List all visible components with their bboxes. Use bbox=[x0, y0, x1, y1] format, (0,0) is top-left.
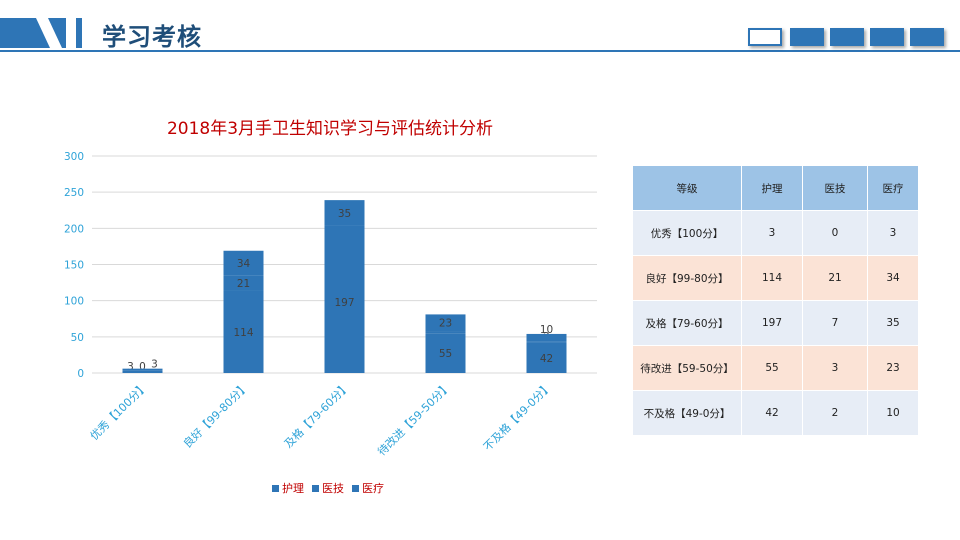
table-header-cell: 医疗 bbox=[867, 165, 919, 211]
bar-segment bbox=[324, 225, 365, 231]
table-cell: 35 bbox=[867, 300, 919, 346]
table-cell: 10 bbox=[867, 390, 919, 436]
table-cell: 197 bbox=[741, 300, 803, 346]
data-label: 35 bbox=[338, 208, 351, 220]
nav-box-4[interactable] bbox=[870, 28, 904, 46]
data-label: 23 bbox=[439, 318, 452, 330]
data-label: 3 bbox=[151, 359, 158, 371]
table-cell: 不及格【49-0分】 bbox=[632, 390, 742, 436]
y-tick-label: 50 bbox=[71, 332, 84, 344]
data-label: 3 bbox=[127, 361, 134, 373]
table-cell: 55 bbox=[741, 345, 803, 391]
bar-segment bbox=[223, 290, 264, 373]
bar-segment bbox=[425, 314, 466, 332]
x-tick-label: 良好【99-80分】 bbox=[180, 379, 251, 450]
table-row: 不及格【49-0分】 42 2 10 bbox=[632, 390, 919, 436]
x-tick-label: 优秀【100分】 bbox=[88, 380, 151, 443]
data-label: 42 bbox=[540, 353, 553, 365]
bar-segment bbox=[223, 275, 264, 291]
bar-segment bbox=[324, 230, 365, 373]
y-tick-label: 0 bbox=[77, 368, 84, 380]
bar-segment bbox=[425, 333, 466, 373]
bar-segment bbox=[324, 200, 365, 226]
bar-segment bbox=[526, 342, 567, 373]
nav-box-5[interactable] bbox=[910, 28, 944, 46]
chart-legend: 护理 医技 医疗 bbox=[272, 480, 384, 496]
legend-label: 医疗 bbox=[362, 482, 384, 495]
data-label: 197 bbox=[334, 297, 354, 309]
table-cell: 114 bbox=[741, 255, 803, 301]
y-tick-label: 100 bbox=[64, 296, 84, 308]
nav-box-3[interactable] bbox=[830, 28, 864, 46]
table-cell: 2 bbox=[802, 390, 868, 436]
table-header-row: 等级 护理 医技 医疗 bbox=[632, 165, 919, 211]
data-label: 21 bbox=[237, 278, 250, 290]
nav-box-2[interactable] bbox=[790, 28, 824, 46]
table-cell: 3 bbox=[867, 210, 919, 256]
bar-segment bbox=[122, 370, 163, 373]
legend-swatch bbox=[272, 484, 279, 492]
table-cell: 42 bbox=[741, 390, 803, 436]
table-row: 待改进【59-50分】 55 3 23 bbox=[632, 345, 919, 391]
data-label: 10 bbox=[540, 324, 553, 336]
table-cell: 良好【99-80分】 bbox=[632, 255, 742, 301]
bar-segment bbox=[425, 331, 466, 334]
legend-item-1: 护理 bbox=[272, 480, 304, 496]
table-cell: 优秀【100分】 bbox=[632, 210, 742, 256]
header-divider bbox=[0, 50, 960, 52]
y-tick-label: 300 bbox=[64, 151, 84, 163]
table-cell: 及格【79-60分】 bbox=[632, 300, 742, 346]
bar-segment bbox=[122, 368, 163, 371]
slide-header: 学习考核 bbox=[0, 0, 960, 62]
slide-nav bbox=[748, 28, 948, 50]
table-cell: 23 bbox=[867, 345, 919, 391]
table-cell: 3 bbox=[802, 345, 868, 391]
y-tick-label: 150 bbox=[64, 260, 84, 272]
page-title: 学习考核 bbox=[102, 23, 202, 51]
data-label: 114 bbox=[233, 327, 253, 339]
bar-segment bbox=[526, 333, 567, 342]
table-header-cell: 医技 bbox=[802, 165, 868, 211]
table-cell: 34 bbox=[867, 255, 919, 301]
table-header-cell: 等级 bbox=[632, 165, 742, 211]
data-label: 34 bbox=[237, 258, 251, 270]
nav-box-1[interactable] bbox=[748, 28, 782, 46]
bar-segment bbox=[223, 250, 264, 276]
table-row: 良好【99-80分】 114 21 34 bbox=[632, 255, 919, 301]
table-cell: 21 bbox=[802, 255, 868, 301]
bar-segment bbox=[526, 341, 567, 343]
chart-title: 2018年3月手卫生知识学习与评估统计分析 bbox=[166, 119, 494, 139]
legend-item-3: 医疗 bbox=[352, 480, 384, 496]
table-cell: 3 bbox=[741, 210, 803, 256]
table-row: 优秀【100分】 3 0 3 bbox=[632, 210, 919, 256]
x-tick-label: 不及格【49-0分】 bbox=[480, 379, 554, 453]
table-header-cell: 护理 bbox=[741, 165, 803, 211]
table-row: 及格【79-60分】 197 7 35 bbox=[632, 300, 919, 346]
grades-table: 等级 护理 医技 医疗 优秀【100分】 3 0 3 良好【99-80分】 11… bbox=[632, 165, 919, 436]
y-tick-label: 250 bbox=[64, 187, 84, 199]
legend-label: 护理 bbox=[282, 482, 304, 495]
table-cell: 7 bbox=[802, 300, 868, 346]
legend-label: 医技 bbox=[322, 482, 344, 495]
legend-swatch bbox=[352, 484, 359, 492]
logo-stripes bbox=[0, 18, 82, 48]
data-label: 0 bbox=[139, 361, 146, 373]
legend-item-2: 医技 bbox=[312, 480, 344, 496]
x-tick-label: 及格【79-60分】 bbox=[281, 379, 352, 450]
table-cell: 待改进【59-50分】 bbox=[632, 345, 742, 391]
x-tick-label: 待改进【59-50分】 bbox=[374, 379, 453, 458]
legend-swatch bbox=[312, 484, 319, 492]
table-cell: 0 bbox=[802, 210, 868, 256]
data-label: 55 bbox=[439, 348, 452, 360]
y-tick-label: 200 bbox=[64, 223, 84, 235]
